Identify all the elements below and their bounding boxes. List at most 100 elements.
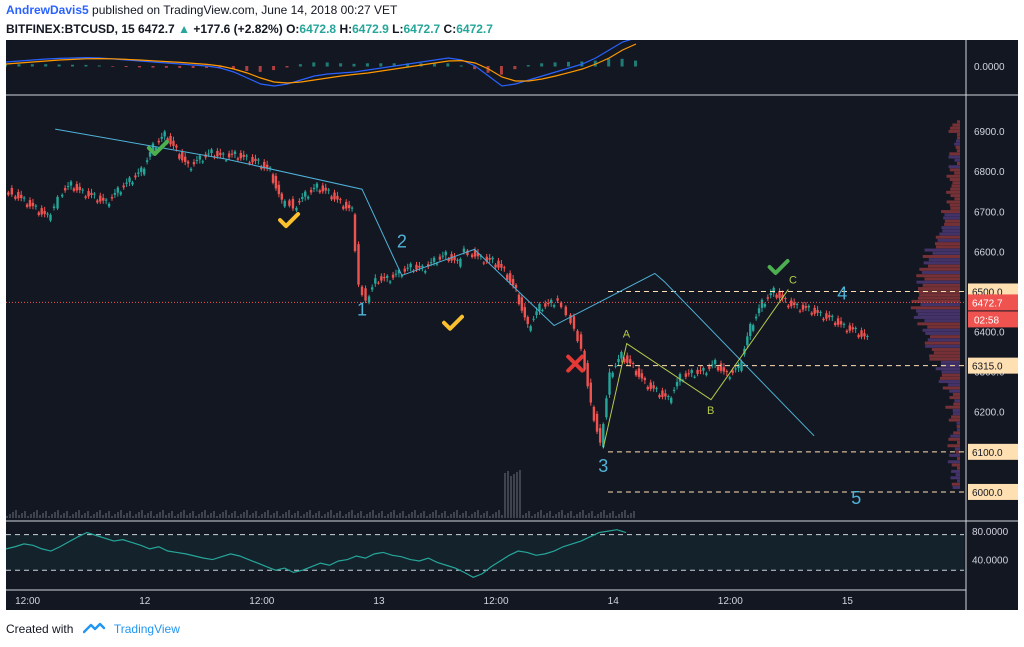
candle-body bbox=[647, 387, 649, 389]
candle-body bbox=[580, 334, 582, 348]
author-name[interactable]: AndrewDavis5 bbox=[6, 3, 89, 17]
candle-body bbox=[172, 141, 174, 146]
volume-bar bbox=[138, 512, 140, 518]
volume-bar bbox=[96, 512, 98, 518]
volume-bar bbox=[444, 511, 446, 518]
volume-bar bbox=[51, 514, 53, 518]
candle-body bbox=[852, 327, 854, 329]
volume-bar bbox=[273, 513, 275, 518]
macd-histogram-bar bbox=[58, 65, 61, 67]
volume-bar bbox=[72, 514, 74, 518]
candle-body bbox=[222, 154, 224, 155]
candle-body bbox=[93, 194, 95, 195]
volume-bar bbox=[177, 514, 179, 518]
volume-profile-bar bbox=[911, 306, 960, 309]
tradingview-brand-link[interactable]: TradingView bbox=[114, 622, 180, 636]
candle-body bbox=[846, 331, 848, 332]
volume-bar bbox=[543, 515, 545, 518]
chart-svg[interactable]: 0.0000 6900.0 6800.0 6700.0 6600.0 6500.0 6400… bbox=[6, 40, 1018, 610]
oscillator-tick-label: 40.0000 bbox=[972, 556, 1009, 567]
volume-bar bbox=[495, 512, 497, 518]
volume-bar bbox=[375, 515, 377, 518]
candle-body bbox=[23, 198, 25, 199]
volume-profile-bar bbox=[941, 210, 960, 213]
volume-bar bbox=[258, 516, 260, 518]
volume-bar bbox=[153, 516, 155, 518]
volume-bar bbox=[255, 511, 257, 518]
macd-histogram-bar bbox=[366, 63, 369, 66]
volume-bar bbox=[450, 514, 452, 518]
volume-bar bbox=[156, 514, 158, 518]
candle-body bbox=[679, 374, 681, 382]
candle-body bbox=[207, 153, 209, 154]
volume-profile-bar bbox=[957, 422, 960, 425]
volume-bar bbox=[621, 512, 623, 518]
volume-bar bbox=[42, 513, 44, 518]
volume-bar bbox=[618, 514, 620, 518]
candle-body bbox=[837, 318, 839, 324]
close-label: C: bbox=[444, 22, 457, 36]
candle-body bbox=[123, 186, 125, 188]
volume-profile-bar bbox=[918, 313, 960, 316]
volume-bar bbox=[123, 515, 125, 518]
close-value: 6472.7 bbox=[456, 22, 493, 36]
candle-body bbox=[99, 196, 101, 202]
candle-body bbox=[494, 265, 496, 268]
candle-body bbox=[202, 161, 204, 162]
volume-profile-bar bbox=[941, 226, 960, 229]
volume-bar bbox=[624, 510, 626, 518]
volume-profile-bar bbox=[932, 348, 960, 351]
volume-bar bbox=[348, 512, 350, 518]
macd-histogram-bar bbox=[312, 62, 315, 66]
level-badge-label: 6100.0 bbox=[972, 448, 1003, 459]
macd-histogram-bar bbox=[125, 66, 128, 67]
candle-body bbox=[272, 174, 274, 182]
candle-body bbox=[802, 305, 804, 310]
candle-body bbox=[281, 194, 283, 200]
current-price-label: 6472.7 bbox=[972, 298, 1003, 309]
volume-profile-bar bbox=[957, 480, 960, 483]
change-arrow-icon: ▲ bbox=[178, 22, 190, 36]
candle-body bbox=[442, 256, 444, 257]
candle-body bbox=[822, 319, 824, 320]
candle-body bbox=[354, 214, 356, 250]
candle-body bbox=[787, 306, 789, 308]
volume-profile-bar bbox=[920, 303, 960, 306]
volume-bar bbox=[600, 512, 602, 518]
candle-body bbox=[190, 169, 192, 171]
candle-body bbox=[361, 287, 363, 295]
volume-bar bbox=[606, 515, 608, 518]
volume-profile-bar bbox=[954, 172, 960, 175]
volume-bar bbox=[510, 476, 512, 518]
candle-body bbox=[325, 188, 327, 191]
macd-histogram-bar bbox=[151, 66, 154, 68]
candle-body bbox=[228, 153, 230, 157]
candle-body bbox=[655, 388, 657, 389]
chart-area[interactable]: 0.0000 6900.0 6800.0 6700.0 6600.0 6500.0 6400… bbox=[6, 40, 1018, 610]
candle-body bbox=[772, 288, 774, 293]
candle-body bbox=[61, 195, 63, 197]
candle-body bbox=[611, 373, 613, 377]
tradingview-logo-icon[interactable] bbox=[83, 622, 105, 637]
volume-profile-bar bbox=[943, 386, 960, 389]
volume-bar bbox=[132, 516, 134, 518]
candle-body bbox=[199, 156, 201, 160]
candle-body bbox=[342, 206, 344, 208]
volume-profile-bar bbox=[954, 143, 960, 146]
candle-body bbox=[541, 310, 543, 311]
macd-histogram-bar bbox=[98, 65, 101, 66]
macd-histogram-bar bbox=[259, 66, 262, 72]
volume-profile-bar bbox=[924, 277, 960, 280]
volume-bar bbox=[615, 516, 617, 518]
volume-bar bbox=[87, 511, 89, 518]
candle-body bbox=[784, 298, 786, 299]
volume-bar bbox=[198, 514, 200, 518]
volume-bar bbox=[390, 512, 392, 518]
candle-body bbox=[497, 261, 499, 268]
candle-body bbox=[586, 363, 588, 386]
macd-histogram-bar bbox=[540, 63, 543, 66]
candle-body bbox=[53, 206, 55, 208]
volume-profile-bar bbox=[955, 159, 960, 162]
volume-profile-bar bbox=[939, 380, 960, 383]
time-tick-label: 14 bbox=[608, 596, 620, 607]
